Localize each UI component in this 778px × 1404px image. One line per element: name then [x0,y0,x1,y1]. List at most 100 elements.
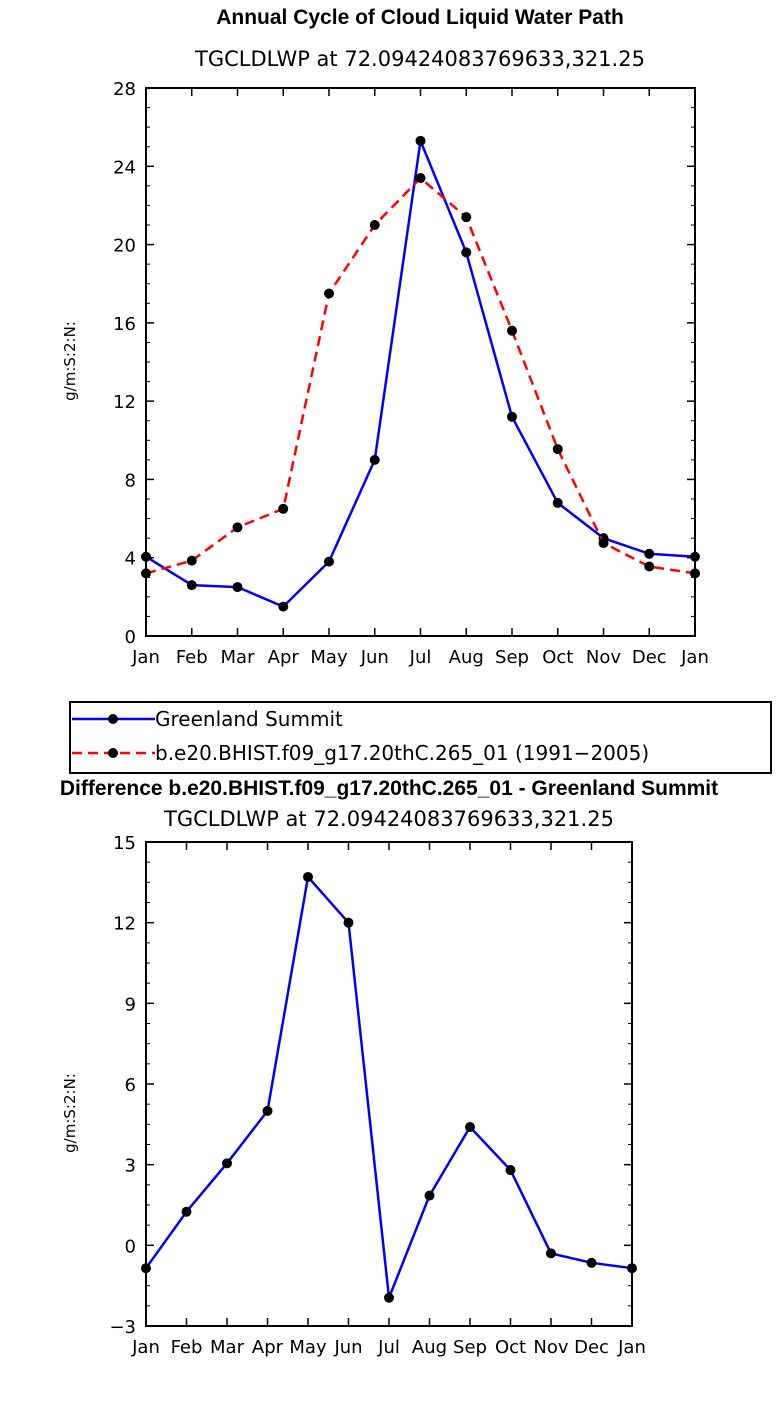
x-tick-label: Jun [333,1337,362,1358]
chart-2-plot-frame [145,841,633,1327]
y-tick-label: 12 [113,392,136,413]
y-tick-label: 0 [125,627,136,648]
legend-marker-greenland-summit [108,714,118,724]
data-point [552,444,563,455]
data-point [186,555,197,566]
y-tick-label: 15 [113,833,136,854]
x-tick-label: Aug [449,647,484,668]
series-line-a [144,875,633,1300]
data-point [262,1105,273,1116]
data-point [222,1158,232,1169]
data-point [546,1248,556,1259]
data-point [324,556,334,567]
x-tick-label: Mar [210,1337,245,1358]
x-tick-label: May [310,647,348,668]
x-tick-label: Oct [542,647,573,668]
chart-2-ticks: Jan Feb Mar Apr May Jun Jul Aug Sep Oct Nov Dec Jan−… [109,833,645,1358]
data-point [369,454,380,465]
data-point [598,538,609,549]
data-point [424,1190,435,1201]
legend-box [69,701,772,774]
data-point [303,871,313,882]
data-point [232,582,243,593]
data-point [507,411,517,422]
data-point [644,561,655,572]
data-point [507,325,517,336]
y-tick-label: 16 [113,314,136,335]
data-point [141,551,151,562]
x-tick-label: Dec [574,1337,609,1358]
chart-1-subtitle: TGCLDLWP at 72.09424083769633,321.25 [194,47,645,71]
data-point [690,568,700,579]
y-tick-label: 4 [125,549,136,570]
data-point [186,580,197,591]
data-point [461,212,472,223]
data-point [461,247,472,258]
y-tick-label: −3 [109,1317,136,1338]
data-point [141,568,151,579]
y-tick-label: 24 [113,157,136,178]
data-point [278,503,289,514]
data-point [369,220,380,230]
data-point [232,522,243,533]
chart-1-title: Annual Cycle of Cloud Liquid Water Path [216,6,624,29]
x-tick-label: Jan [131,1337,160,1358]
chart-2-series [141,871,637,1303]
difference-chart: Difference b.e20.BHIST.f09_g17.20thC.265… [60,777,718,1358]
data-point [415,135,426,146]
x-tick-label: Nov [533,1337,568,1358]
chart-2-title: Difference b.e20.BHIST.f09_g17.20thC.265… [60,777,718,800]
x-tick-label: Sep [453,1337,487,1358]
chart-2-y-axis-label: g/m:S:2:N: [61,1073,79,1153]
data-point [552,497,563,508]
data-point [505,1165,516,1176]
x-tick-label: Nov [586,647,621,668]
y-tick-label: 12 [113,914,136,935]
y-tick-label: 28 [113,79,136,100]
y-tick-label: 9 [125,994,136,1015]
chart-1-y-axis-label: g/m:S:2:N: [61,321,79,401]
data-point [415,173,426,184]
x-tick-label: Jan [131,647,160,668]
data-point [627,1263,637,1274]
legend-marker-model [108,748,118,758]
x-tick-label: Sep [495,647,529,668]
y-tick-label: 20 [113,236,136,257]
x-tick-label: Jan [680,647,709,668]
data-point [278,601,289,612]
x-tick-label: Jul [409,647,432,668]
x-tick-label: Jan [617,1337,646,1358]
x-tick-label: May [289,1337,327,1358]
y-tick-label: 3 [125,1156,136,1177]
legend-label-greenland-summit: Greenland Summit [155,707,343,731]
x-tick-label: Apr [252,1337,284,1358]
legend-label-model: b.e20.BHIST.f09_g17.20thC.265_01 (1991−2… [155,741,649,765]
data-point [644,548,655,559]
x-tick-label: Feb [171,1337,203,1358]
x-tick-label: Jun [360,647,389,668]
chart-1-ticks: Jan Feb Mar Apr May Jun Jul Aug Sep Oct Nov Dec Jan0… [113,79,709,668]
data-point [181,1206,192,1217]
y-tick-label: 6 [125,1075,136,1096]
annual-cycle-chart: Annual Cycle of Cloud Liquid Water Path … [61,6,709,668]
data-point [343,917,354,928]
data-point [384,1292,394,1303]
chart-2-subtitle: TGCLDLWP at 72.09424083769633,321.25 [163,807,614,831]
data-point [465,1122,475,1133]
data-point [586,1257,597,1268]
x-tick-label: Jul [377,1337,400,1358]
series-line-a [145,139,696,608]
y-tick-label: 0 [125,1236,136,1257]
data-point [324,288,334,299]
chart-1-legend: Greenland Summit b.e20.BHIST.f09_g17.20t… [69,701,772,774]
x-tick-label: Apr [268,647,300,668]
data-point [141,1263,151,1274]
data-point [690,551,700,562]
x-tick-label: Oct [495,1337,526,1358]
x-tick-label: Dec [632,647,667,668]
chart-1-series [141,135,700,612]
x-tick-label: Feb [176,647,208,668]
x-tick-label: Aug [412,1337,447,1358]
y-tick-label: 8 [125,470,136,491]
